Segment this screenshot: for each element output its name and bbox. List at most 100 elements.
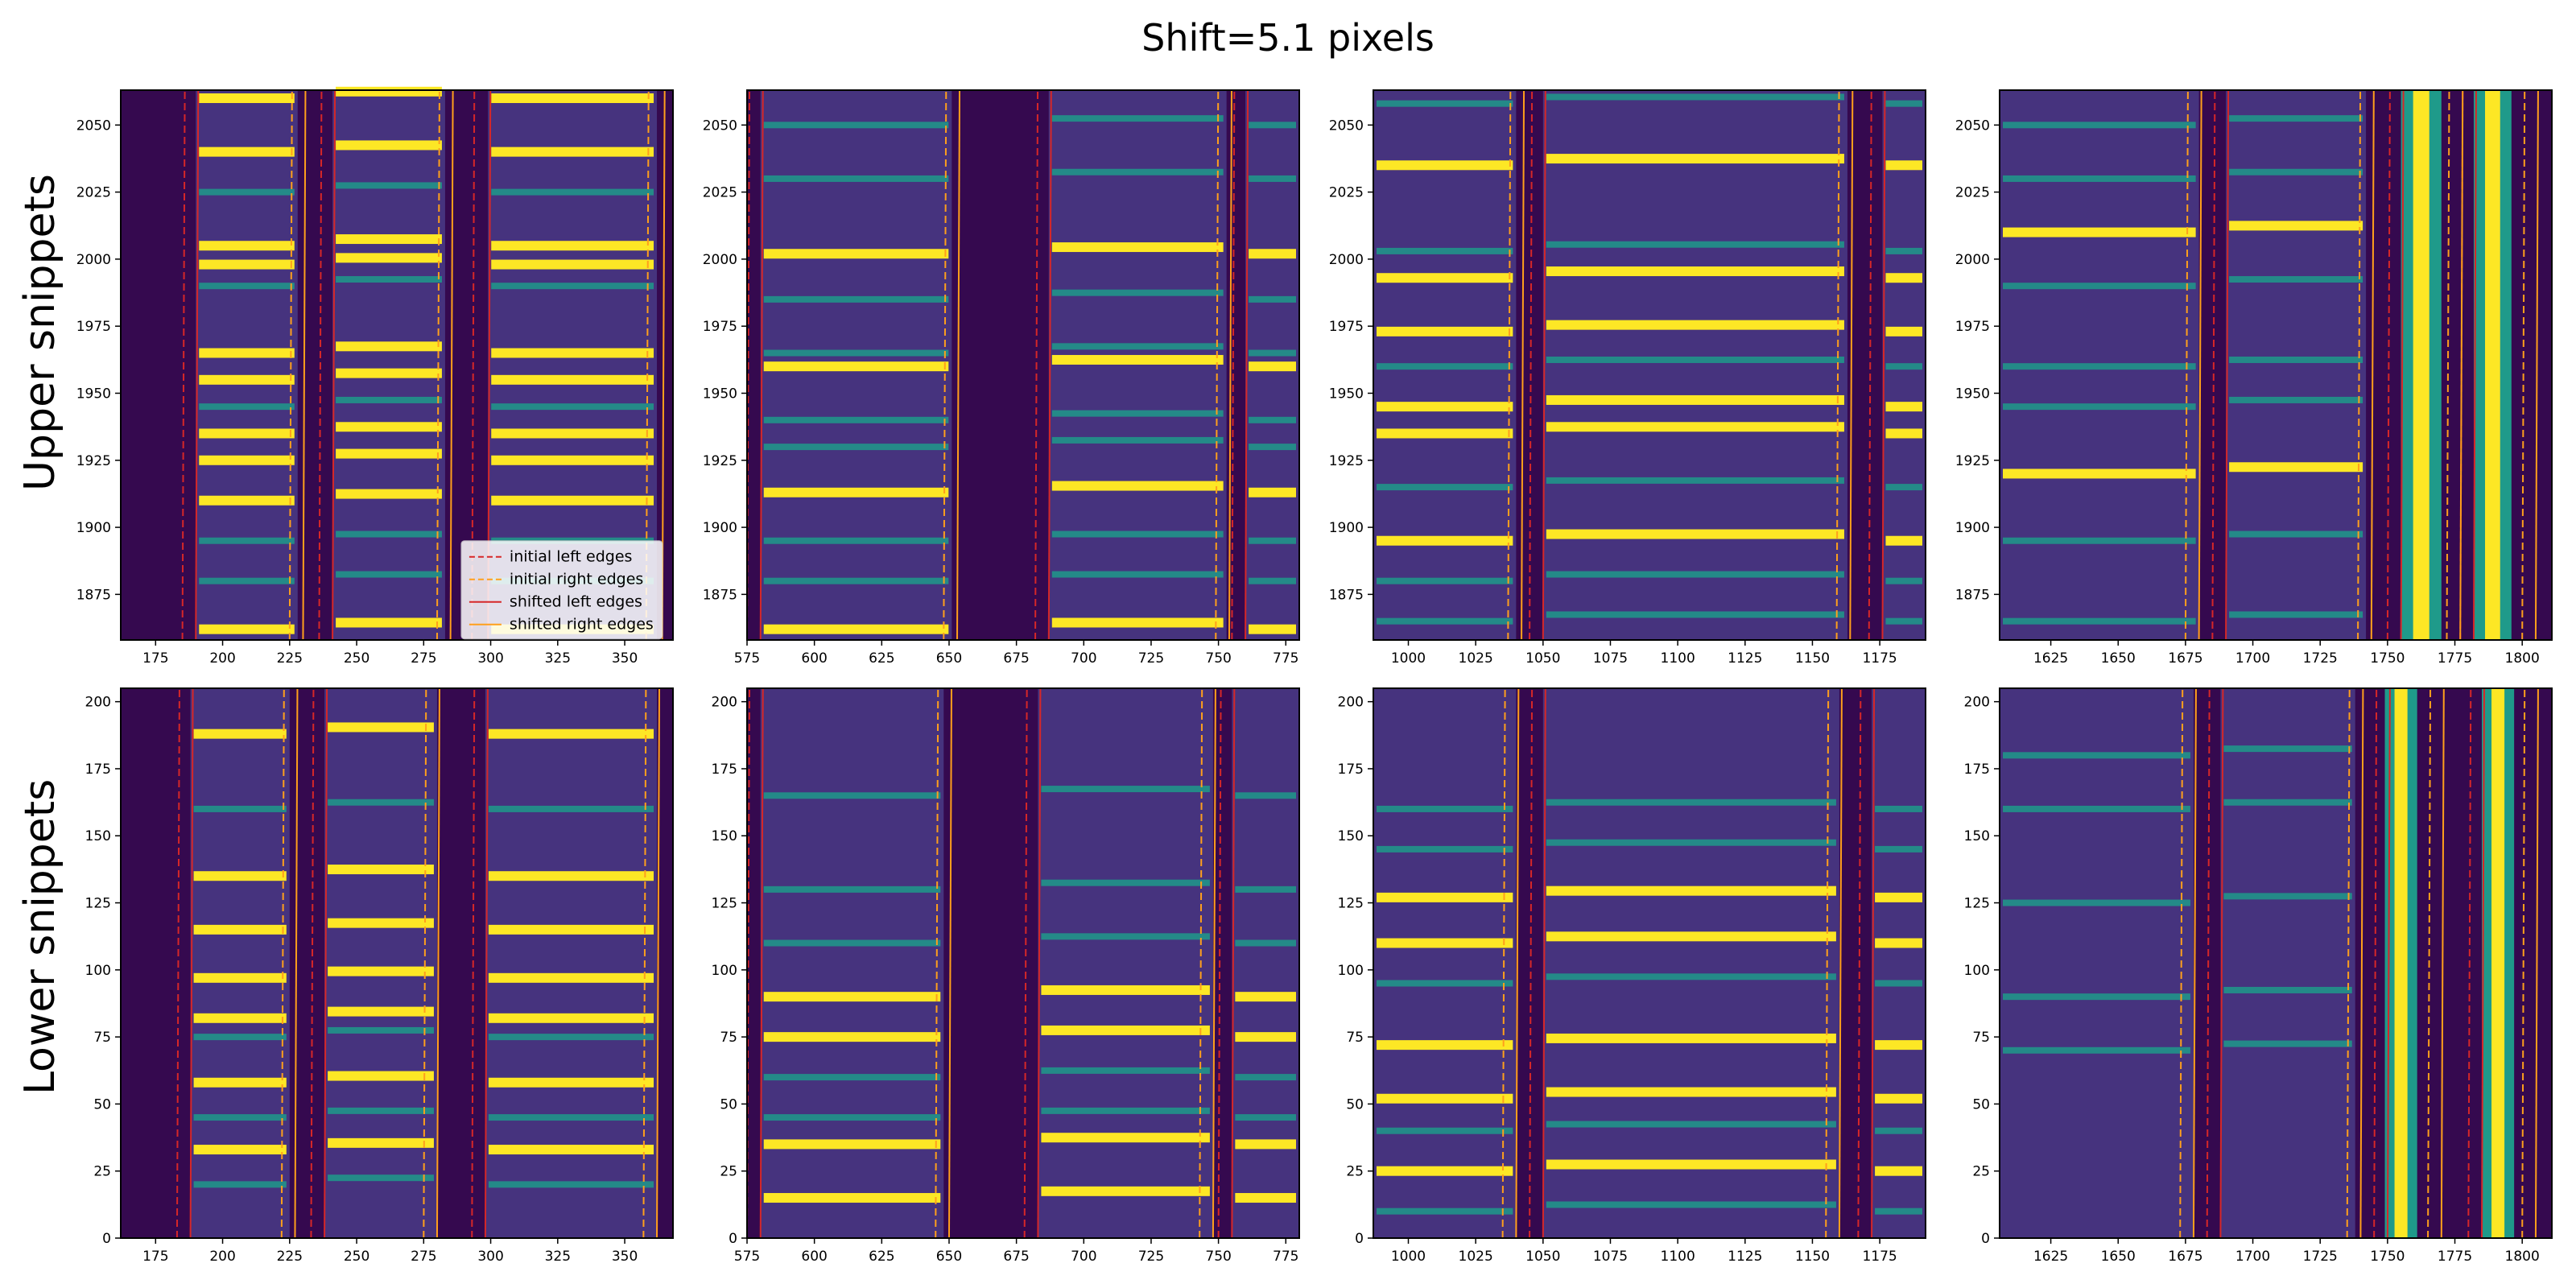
spectral-line	[328, 1137, 434, 1148]
initial-right-edge	[1215, 89, 1220, 641]
spectral-line	[199, 428, 295, 439]
y-tick-label: 2000	[1329, 252, 1364, 268]
shifted-left-edge	[1871, 687, 1876, 1239]
spectral-line	[488, 1114, 654, 1121]
panel-frame	[746, 687, 1300, 1239]
spectral-line	[1249, 349, 1296, 357]
shifted-left-edge	[324, 687, 328, 1239]
spectral-line	[763, 624, 949, 634]
spectral-line	[1235, 1193, 1296, 1203]
spectral-line	[2003, 752, 2190, 759]
x-tick-label: 725	[1138, 1249, 1164, 1265]
y-tick-label: 2025	[76, 185, 111, 201]
initial-right-edge	[2184, 89, 2189, 641]
shifted-left-edge	[332, 89, 336, 641]
spectral-line	[491, 147, 654, 157]
y-tick-label: 100	[1964, 963, 1990, 979]
spectral-line	[1249, 444, 1296, 451]
bright-column-core	[2491, 688, 2505, 1238]
slit-region	[1542, 90, 1847, 640]
spectral-line	[2003, 363, 2196, 370]
panel-lower-2: 1000 1025 1050 1075 1100 1125 1150 1175 0 25 50 75 1…	[1338, 687, 1926, 1265]
x-tick-label: 575	[734, 1249, 760, 1265]
y-tick-label: 2000	[76, 252, 111, 268]
panel-upper-3: 1625 1650 1675 1700 1725 1750 1775 1800 1875 1900…	[1955, 89, 2553, 667]
spectral-line	[193, 1181, 287, 1188]
spectral-line	[1546, 529, 1844, 539]
spectral-line	[1875, 845, 1922, 852]
shifted-right-edge	[2198, 89, 2202, 641]
y-tick-label: 75	[720, 1030, 737, 1046]
spectral-line	[488, 1077, 654, 1088]
y-tick-label: 2050	[76, 118, 111, 134]
spectral-line	[1875, 1127, 1922, 1134]
x-tick-label: 1800	[2505, 650, 2540, 667]
y-tick-label: 1875	[1955, 587, 1990, 603]
x-tick-label: 1700	[2235, 1249, 2270, 1265]
x-tick-label: 1750	[2370, 1249, 2405, 1265]
spectral-line	[491, 188, 654, 196]
x-tick-label: 175	[142, 650, 168, 667]
spectral-line	[1546, 320, 1844, 330]
shifted-right-edge	[449, 89, 454, 641]
spectral-line	[1546, 1033, 1836, 1043]
x-tick-label: 600	[801, 650, 827, 667]
y-tick-label: 150	[712, 828, 737, 844]
spectral-line	[199, 495, 295, 506]
x-tick-label: 200	[209, 650, 235, 667]
y-tick-label: 1900	[1329, 520, 1364, 536]
spectral-line	[193, 729, 287, 739]
panel-upper-1: 575 600 625 650 675 700 725 750 775 1875 1900 1925 1…	[703, 89, 1300, 667]
spectral-line	[1885, 484, 1922, 491]
spectral-line	[1249, 361, 1296, 372]
shifted-right-edge	[947, 687, 952, 1239]
spectral-line	[1546, 241, 1844, 248]
initial-right-edge	[280, 687, 285, 1239]
spectral-line	[1885, 577, 1922, 584]
x-tick-label: 575	[734, 650, 760, 667]
panel-lower-1: 575 600 625 650 675 700 725 750 775 0 25 50 75 100 125…	[712, 687, 1300, 1265]
x-tick-label: 1700	[2235, 650, 2270, 667]
y-tick-label: 2050	[703, 118, 737, 134]
spectral-line	[199, 374, 295, 385]
spectral-line	[1249, 577, 1296, 584]
spectral-line	[1249, 487, 1296, 497]
slit-region	[760, 688, 944, 1238]
y-tick-label: 2000	[703, 252, 737, 268]
y-tick-label: 1950	[1955, 386, 1990, 402]
x-tick-label: 1025	[1459, 650, 1493, 667]
y-tick-label: 1975	[1329, 319, 1364, 335]
spectral-line	[1249, 624, 1296, 634]
spectral-line	[1377, 805, 1513, 812]
y-tick-label: 1950	[76, 386, 111, 402]
y-tick-label: 175	[85, 762, 111, 778]
shifted-right-edge	[302, 89, 307, 641]
spectral-line	[1546, 1121, 1836, 1128]
spectral-line	[1885, 363, 1922, 370]
panel-frame	[1373, 687, 1926, 1239]
spectral-line	[1041, 1025, 1210, 1035]
initial-right-edge	[423, 687, 427, 1239]
spectral-line	[1377, 428, 1513, 439]
spectral-line	[1377, 1127, 1513, 1134]
y-tick-label: 1950	[1329, 386, 1364, 402]
spectral-line	[763, 361, 949, 372]
spectral-line	[336, 396, 442, 403]
spectral-line	[336, 448, 442, 459]
spectral-line	[488, 1145, 654, 1155]
y-tick-label: 175	[1964, 762, 1990, 778]
x-tick-label: 275	[411, 1249, 436, 1265]
spectral-line	[199, 577, 295, 584]
spectral-line	[1235, 1139, 1296, 1150]
y-tick-label: 0	[102, 1231, 111, 1247]
y-tick-label: 125	[1338, 896, 1364, 912]
x-tick-label: 725	[1138, 650, 1164, 667]
y-tick-label: 1975	[76, 319, 111, 335]
y-tick-label: 100	[85, 963, 111, 979]
spectral-line	[193, 805, 287, 812]
x-tick-label: 700	[1071, 650, 1096, 667]
shifted-right-edge	[1212, 687, 1216, 1239]
spectral-line	[199, 455, 295, 465]
y-tick-label: 1950	[703, 386, 737, 402]
spectral-line	[2229, 462, 2363, 473]
